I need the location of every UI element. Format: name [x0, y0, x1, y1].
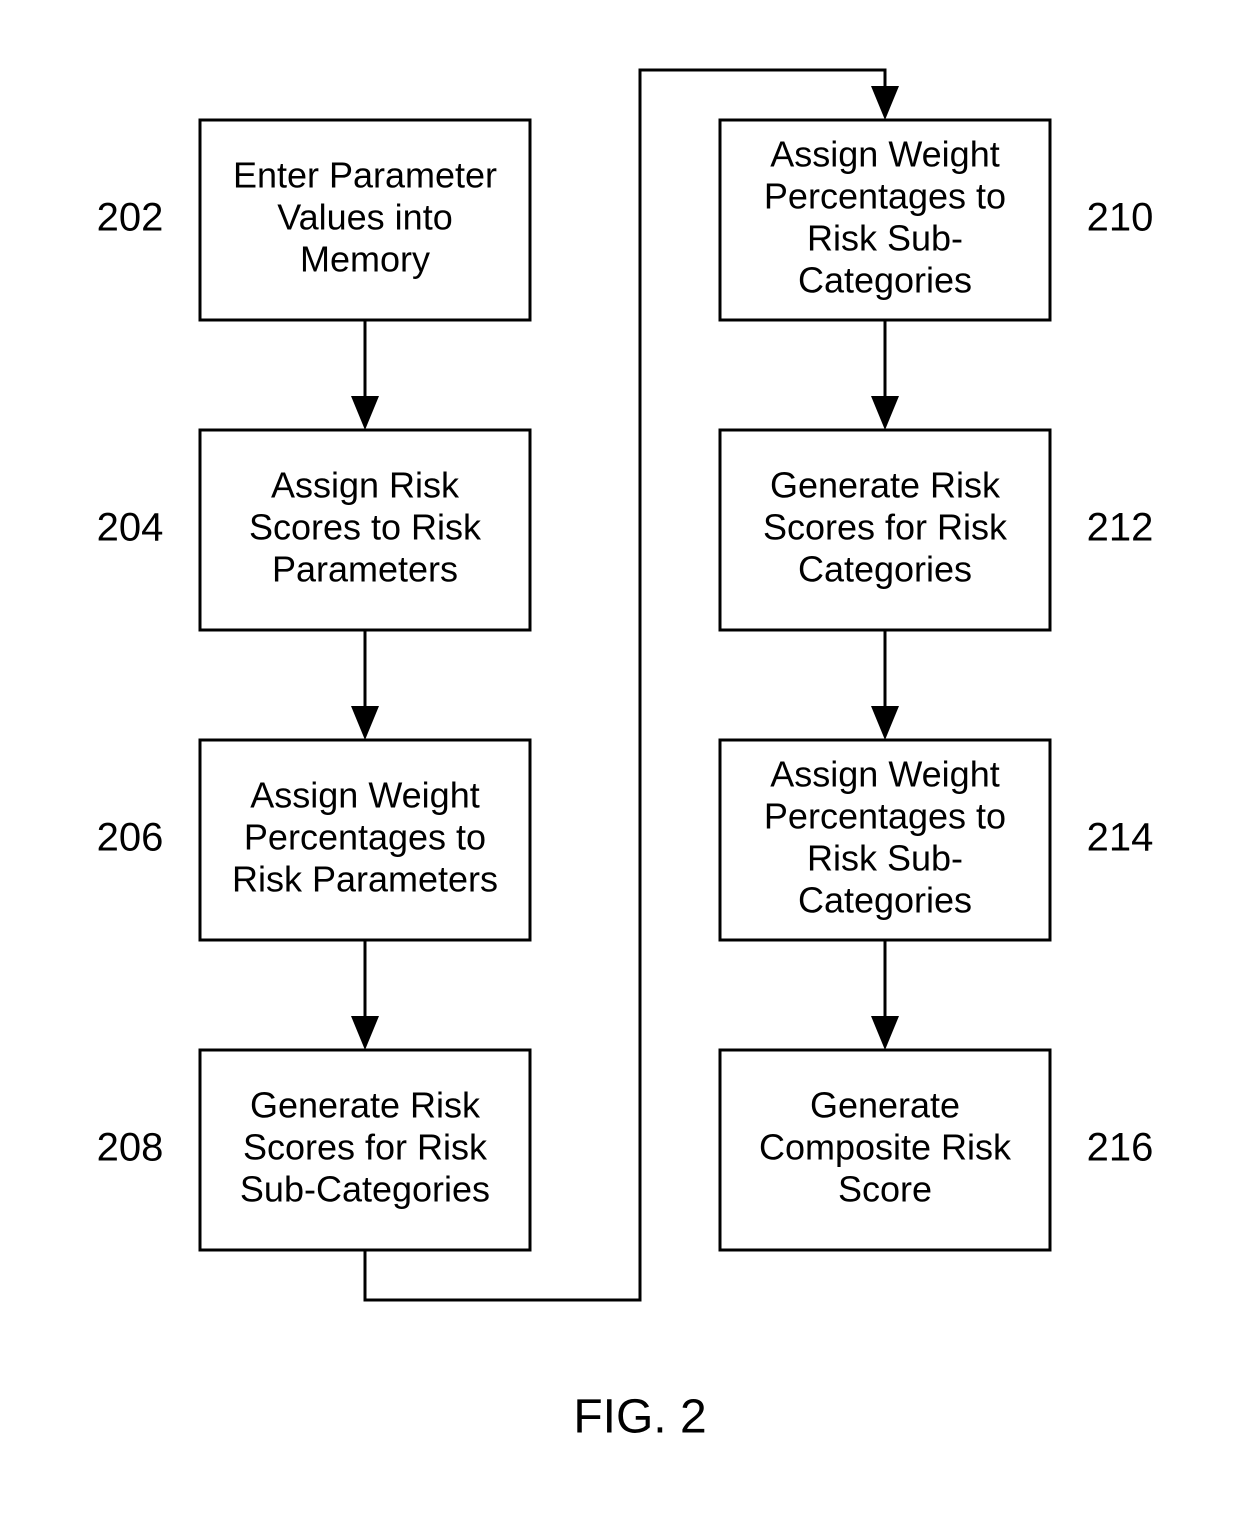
flow-node-202-line-1: Values into	[277, 197, 452, 238]
flow-node-202-line-0: Enter Parameter	[233, 155, 497, 196]
flow-node-210-line-2: Risk Sub-	[807, 218, 963, 259]
flow-node-214-line-3: Categories	[798, 880, 972, 921]
flow-node-216-line-1: Composite Risk	[759, 1127, 1012, 1168]
flow-node-number-202: 202	[97, 196, 164, 240]
flow-node-212-line-1: Scores for Risk	[763, 507, 1008, 548]
flow-node-214-line-1: Percentages to	[764, 796, 1006, 837]
flow-node-216-line-2: Score	[838, 1169, 932, 1210]
flow-node-204: Assign RiskScores to RiskParameters	[200, 430, 530, 630]
flow-node-214-line-0: Assign Weight	[770, 754, 999, 795]
flow-node-214-line-2: Risk Sub-	[807, 838, 963, 879]
flow-node-number-212: 212	[1087, 506, 1154, 550]
flow-node-204-line-1: Scores to Risk	[249, 507, 482, 548]
figure-label: FIG. 2	[573, 1391, 706, 1444]
flow-node-206: Assign WeightPercentages toRisk Paramete…	[200, 740, 530, 940]
flow-node-216: GenerateComposite RiskScore	[720, 1050, 1050, 1250]
flow-node-208-line-2: Sub-Categories	[240, 1169, 490, 1210]
flow-node-210-line-3: Categories	[798, 260, 972, 301]
flow-node-208-line-0: Generate Risk	[250, 1085, 481, 1126]
flow-node-212: Generate RiskScores for RiskCategories	[720, 430, 1050, 630]
flow-node-210-line-0: Assign Weight	[770, 134, 999, 175]
flow-node-208-line-1: Scores for Risk	[243, 1127, 488, 1168]
flow-node-number-210: 210	[1087, 196, 1154, 240]
flowchart-canvas: Enter ParameterValues intoMemory 202 Assig…	[0, 0, 1240, 1520]
flow-node-212-line-2: Categories	[798, 549, 972, 590]
flow-node-number-216: 216	[1087, 1126, 1154, 1170]
flow-node-number-214: 214	[1087, 816, 1154, 860]
flow-node-206-line-0: Assign Weight	[250, 775, 479, 816]
flow-node-204-line-0: Assign Risk	[271, 465, 460, 506]
flow-node-number-208: 208	[97, 1126, 164, 1170]
flow-node-number-204: 204	[97, 506, 164, 550]
flow-node-210: Assign WeightPercentages toRisk Sub-Cate…	[720, 120, 1050, 320]
flow-node-204-line-2: Parameters	[272, 549, 458, 590]
flow-node-210-line-1: Percentages to	[764, 176, 1006, 217]
flow-node-208: Generate RiskScores for RiskSub-Categori…	[200, 1050, 530, 1250]
flow-node-216-line-0: Generate	[810, 1085, 960, 1126]
flow-node-206-line-1: Percentages to	[244, 817, 486, 858]
flow-node-202-line-2: Memory	[300, 239, 430, 280]
flow-node-202: Enter ParameterValues intoMemory	[200, 120, 530, 320]
flow-node-206-line-2: Risk Parameters	[232, 859, 498, 900]
flow-node-number-206: 206	[97, 816, 164, 860]
flow-node-214: Assign WeightPercentages toRisk Sub-Cate…	[720, 740, 1050, 940]
flow-node-212-line-0: Generate Risk	[770, 465, 1001, 506]
